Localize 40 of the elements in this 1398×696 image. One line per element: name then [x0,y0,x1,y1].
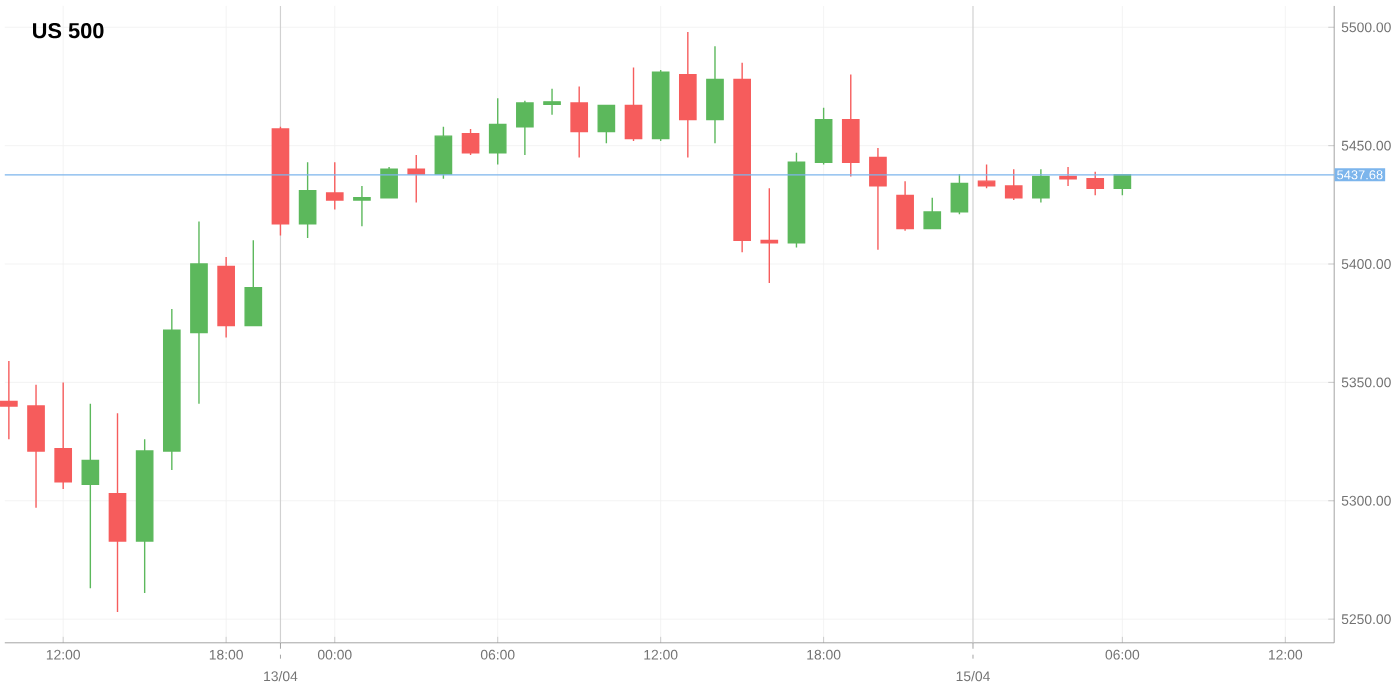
candlestick [434,125,453,180]
candlestick [1086,170,1105,196]
candlestick [977,163,996,189]
candlestick [325,161,344,211]
candlestick [488,97,507,166]
candlestick [597,104,616,144]
candlestick [353,184,371,227]
candlestick [570,85,589,158]
candlestick [217,255,235,338]
candlestick [135,438,154,594]
candlestick [298,161,317,239]
candlestick [108,412,127,613]
candlestick [380,166,398,199]
candlestick [190,220,208,405]
candlestick [1059,166,1077,187]
candlestick [733,61,751,253]
candlestick [543,87,561,116]
candlestick [624,66,643,142]
candlestick [869,147,887,251]
candlestick [651,68,670,142]
candlestick [950,173,969,215]
candlestick [896,180,914,232]
candlestick [27,383,45,509]
candlestick [271,125,290,237]
candlestick [678,31,697,158]
candlestick [461,128,480,156]
candlestick [1004,168,1023,201]
text: US 500 [33,22,104,39]
candlestick [923,196,942,229]
candlestick [1032,168,1050,203]
candlestick [162,308,181,471]
candlestick [1113,173,1132,196]
candlestick [0,360,18,440]
candlestick [54,381,73,490]
candlestick [841,73,860,177]
candlestick [814,106,833,166]
candlestick [244,239,263,327]
candlestick [787,151,806,248]
candlestick [516,99,534,156]
candlestick [706,45,724,144]
